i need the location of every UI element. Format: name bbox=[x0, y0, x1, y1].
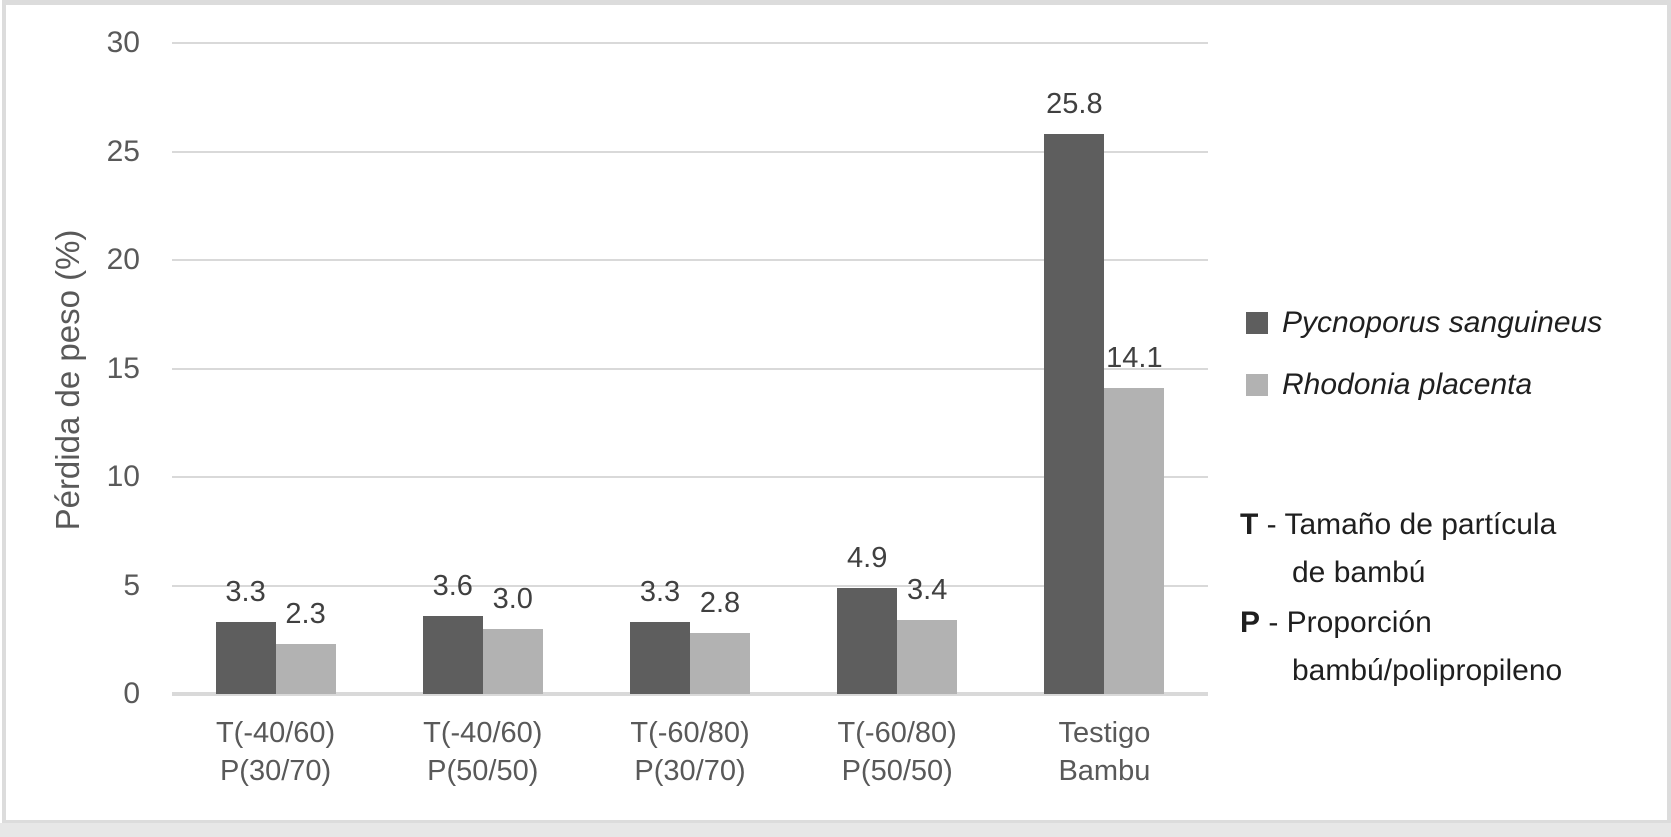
gridline-15 bbox=[172, 367, 1208, 370]
data-label-series0-cat1: 3.6 bbox=[432, 569, 473, 602]
gridline-25 bbox=[172, 150, 1208, 153]
y-tick-label-15: 15 bbox=[106, 351, 140, 385]
bar-series0-cat2 bbox=[630, 622, 690, 694]
data-label-series0-cat2: 3.3 bbox=[639, 576, 681, 609]
gridline-30 bbox=[172, 42, 1208, 44]
annotation-bold-key: P bbox=[1240, 606, 1261, 639]
category-label-3: T(-60/80) P(50/50) bbox=[787, 714, 1007, 790]
y-tick-label-10: 10 bbox=[106, 460, 140, 493]
category-label-2: T(-60/80) P(30/70) bbox=[580, 714, 800, 790]
bar-series0-cat4 bbox=[1044, 134, 1105, 694]
gridline-0 bbox=[172, 692, 1208, 696]
category-label-line: P(50/50) bbox=[427, 755, 539, 787]
data-label-series0-cat3: 4.9 bbox=[847, 541, 888, 574]
category-label-line: P(30/70) bbox=[634, 755, 746, 787]
bar-series1-cat4 bbox=[1104, 388, 1165, 694]
category-label-4: Testigo Bambu bbox=[994, 714, 1214, 790]
bar-series1-cat0 bbox=[275, 644, 336, 694]
bar-series0-cat1 bbox=[422, 615, 483, 694]
legend-swatch-icon bbox=[1246, 374, 1268, 396]
bar-series0-cat3 bbox=[837, 587, 898, 694]
legend-label-1: Rhodonia placenta bbox=[1282, 368, 1533, 401]
background-strip bbox=[0, 823, 1671, 837]
annotation-line-3: bambú/polipropileno bbox=[1292, 654, 1563, 687]
category-label-line: P(30/70) bbox=[219, 755, 332, 787]
data-label-series1-cat3: 3.4 bbox=[907, 574, 948, 607]
y-tick-label-20: 20 bbox=[106, 243, 140, 276]
data-label-series1-cat2: 2.8 bbox=[699, 587, 741, 620]
category-label-line: T(-60/80) bbox=[837, 717, 957, 749]
legend-label-0: Pycnoporus sanguineus bbox=[1282, 306, 1603, 339]
data-label-series1-cat1: 3.0 bbox=[492, 582, 533, 615]
category-label-line: Bambu bbox=[1058, 755, 1151, 787]
category-label-line: Testigo bbox=[1058, 717, 1151, 749]
category-label-line: T(-40/60) bbox=[215, 717, 336, 749]
bar-series1-cat3 bbox=[897, 620, 958, 694]
data-label-series0-cat4: 25.8 bbox=[1046, 88, 1103, 121]
category-label-1: T(-40/60) P(50/50) bbox=[373, 714, 593, 790]
data-label-series1-cat4: 14.1 bbox=[1106, 342, 1163, 375]
annotation-line-0: T - Tamaño de partícula bbox=[1240, 508, 1557, 541]
category-label-0: T(-40/60) P(30/70) bbox=[166, 714, 386, 790]
y-tick-label-30: 30 bbox=[106, 26, 140, 59]
gridline-10 bbox=[172, 476, 1208, 478]
legend-item-0: Pycnoporus sanguineus bbox=[1246, 301, 1602, 345]
bar-series1-cat1 bbox=[482, 628, 543, 694]
annotation-line-2: P - Proporción bbox=[1240, 606, 1432, 639]
gridline-20 bbox=[172, 259, 1208, 261]
category-label-line: T(-60/80) bbox=[630, 717, 750, 749]
legend-item-1: Rhodonia placenta bbox=[1246, 363, 1532, 407]
data-label-series0-cat0: 3.3 bbox=[225, 576, 266, 609]
category-label-line: T(-40/60) bbox=[423, 717, 543, 749]
data-label-series1-cat0: 2.3 bbox=[285, 598, 326, 631]
legend-swatch-icon bbox=[1246, 312, 1268, 334]
annotation-bold-key: T bbox=[1240, 508, 1259, 541]
y-tick-label-25: 25 bbox=[106, 134, 140, 168]
gridline-5 bbox=[172, 584, 1208, 587]
category-label-line: P(50/50) bbox=[841, 755, 953, 787]
annotation-line-1: de bambú bbox=[1292, 556, 1426, 589]
bar-series0-cat0 bbox=[215, 622, 276, 694]
y-tick-label-0: 0 bbox=[123, 677, 140, 710]
y-tick-label-5: 5 bbox=[123, 568, 140, 602]
bar-series1-cat2 bbox=[690, 633, 750, 694]
